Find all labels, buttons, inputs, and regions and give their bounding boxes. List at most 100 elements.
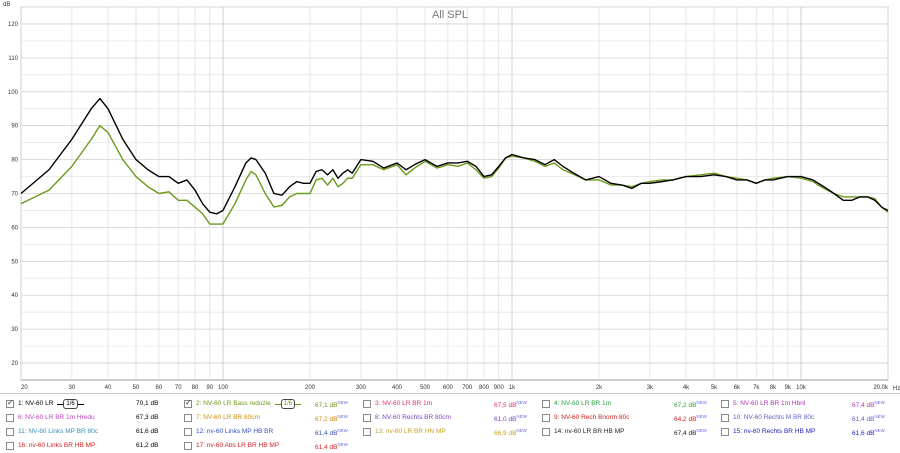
y-tick-label: 40: [11, 293, 18, 299]
legend-item[interactable]: 14: nv-60 LR BR HB MP: [542, 424, 624, 439]
x-tick-label: 30: [69, 385, 76, 391]
legend-value: 61,0 dBNEW: [494, 414, 527, 424]
legend-value: 61,4 dBNEW: [852, 414, 885, 424]
legend-item[interactable]: 13: nv-60 LR BR HN MP: [363, 424, 446, 439]
legend-item[interactable]: 6: NV-60 LR BR 1m Hredu: [6, 410, 95, 425]
x-tick-label: 500: [420, 385, 431, 391]
legend-checkbox[interactable]: [721, 427, 729, 436]
new-tag: NEW: [696, 414, 707, 419]
legend-checkbox[interactable]: [363, 399, 371, 408]
legend-item[interactable]: 12: nv-60 Links MP HB BR: [184, 424, 273, 439]
x-tick-label: 60: [156, 385, 163, 391]
legend-value: 67,4 dBNEW: [852, 400, 885, 410]
legend-value: 61,6 dBNEW: [852, 428, 885, 438]
y-tick-label: 110: [8, 56, 18, 62]
legend-value: 66,9 dBNEW: [494, 428, 527, 438]
y-tick-label: 120: [8, 22, 19, 28]
y-tick-label: 70: [11, 192, 18, 198]
x-tick-label: 50: [133, 385, 140, 391]
legend-item[interactable]: 3: NV-60 LR BR 1m: [363, 396, 432, 411]
x-tick-label: 800: [479, 385, 490, 391]
y-tick-label: 100: [8, 90, 19, 96]
legend-checkbox[interactable]: [184, 441, 192, 450]
legend-item[interactable]: 8: NV-60 Rechts BR 80cm: [363, 410, 451, 425]
x-tick-label: 400: [392, 385, 403, 391]
legend-item[interactable]: 15: nv-60 Rechts BR HB MP: [721, 424, 815, 439]
legend-item[interactable]: 5: NV-60 LR BR 1m Hbril: [721, 396, 805, 411]
new-tag: NEW: [516, 428, 527, 433]
legend-value: 70,1 dB: [136, 400, 159, 407]
x-tick-label: 900: [494, 385, 505, 391]
x-tick-label: 600: [443, 385, 454, 391]
smoothing-badge[interactable]: 1/6: [57, 398, 85, 409]
x-tick-label: 8k: [770, 385, 777, 391]
legend-value: 67,5 dBNEW: [494, 400, 527, 410]
legend-panel: 1: NV-60 LR1/670,1 dB2: NV-60 LR Bass re…: [0, 393, 900, 453]
legend-item[interactable]: 11: NV-60 Links MP BR 80c: [6, 424, 98, 439]
x-tick-label: 10k: [796, 385, 807, 391]
x-tick-label: 40: [105, 385, 112, 391]
legend-label: 9: NV-60 Rech Bnorm 80c: [554, 414, 630, 421]
legend-checkbox[interactable]: [363, 427, 371, 436]
legend-checkbox[interactable]: [721, 413, 729, 422]
legend-label: 6: NV-60 LR BR 1m Hredu: [18, 414, 95, 421]
legend-item[interactable]: 1: NV-60 LR1/6: [6, 396, 85, 411]
new-tag: NEW: [516, 400, 527, 405]
legend-checkbox[interactable]: [542, 399, 550, 408]
legend-item[interactable]: 4: NV-60 LR BR 1m: [542, 396, 611, 411]
new-tag: NEW: [516, 414, 527, 419]
x-tick-label: 7k: [753, 385, 760, 391]
new-tag: NEW: [337, 400, 348, 405]
legend-label: 11: NV-60 Links MP BR 80c: [18, 428, 98, 435]
legend-item[interactable]: 9: NV-60 Rech Bnorm 80c: [542, 410, 630, 425]
legend-label: 10: NV-60 Rechts M BR 80c: [733, 414, 815, 421]
legend-checkbox[interactable]: [542, 413, 550, 422]
legend-checkbox[interactable]: [6, 441, 14, 450]
legend-label: 14: nv-60 LR BR HB MP: [554, 428, 625, 435]
legend-value: 61,2 dB: [136, 442, 159, 449]
new-tag: NEW: [696, 428, 707, 433]
legend-item[interactable]: 16: nv-60 Links BR HB MP: [6, 438, 95, 453]
x-tick-label: 100: [218, 385, 229, 391]
legend-label: 1: NV-60 LR: [18, 400, 54, 407]
legend-value: 67,2 dBNEW: [315, 414, 348, 424]
new-tag: NEW: [696, 400, 707, 405]
legend-checkbox[interactable]: [6, 427, 14, 436]
legend-checkbox[interactable]: [542, 427, 550, 436]
y-tick-label: 80: [11, 158, 18, 164]
x-tick-label: 200: [305, 385, 316, 391]
legend-value: 67,3 dB: [136, 414, 159, 421]
x-tick-label: 4k: [683, 385, 690, 391]
legend-checkbox[interactable]: [184, 413, 192, 422]
legend-checkbox[interactable]: [721, 399, 729, 408]
series-line-1: [20, 97, 889, 215]
legend-label: 17: nv-60 Abs LR BR HB MP: [196, 442, 280, 449]
x-tick-label: 70: [175, 385, 182, 391]
x-tick-label: 80: [192, 385, 199, 391]
legend-checkbox[interactable]: [6, 398, 14, 408]
legend-checkbox[interactable]: [184, 398, 192, 408]
legend-item[interactable]: 17: nv-60 Abs LR BR HB MP: [184, 438, 279, 453]
legend-checkbox[interactable]: [363, 413, 371, 422]
new-tag: NEW: [337, 428, 348, 433]
y-tick-label: 20: [11, 361, 18, 367]
x-axis-label: Hz: [893, 386, 900, 392]
legend-checkbox[interactable]: [184, 427, 192, 436]
tick-labels: 20 30 40 50 60 70 80 90 100 110 120 20 30 40 50 60 70 80 9…: [8, 22, 889, 391]
legend-label: 16: nv-60 Links BR HB MP: [18, 442, 96, 449]
legend-label: 2: NV-60 LR Bass reduzie: [196, 400, 271, 407]
smoothing-badge[interactable]: 1/6: [274, 398, 302, 409]
legend-label: 3: NV-60 LR BR 1m: [375, 400, 433, 407]
legend-label: 12: nv-60 Links MP HB BR: [196, 428, 274, 435]
legend-value: 61,4 dBNEW: [315, 428, 348, 438]
legend-item[interactable]: 7: NV-60 LR BR 80cm: [184, 410, 260, 425]
legend-label: 7: NV-60 LR BR 80cm: [196, 414, 260, 421]
legend-item[interactable]: 10: NV-60 Rechts M BR 80c: [721, 410, 814, 425]
legend-checkbox[interactable]: [6, 413, 14, 422]
new-tag: NEW: [874, 400, 885, 405]
legend-value: 61,4 dBNEW: [315, 442, 348, 452]
y-tick-label: 30: [11, 327, 18, 333]
x-tick-label: 2k: [596, 385, 603, 391]
new-tag: NEW: [874, 428, 885, 433]
